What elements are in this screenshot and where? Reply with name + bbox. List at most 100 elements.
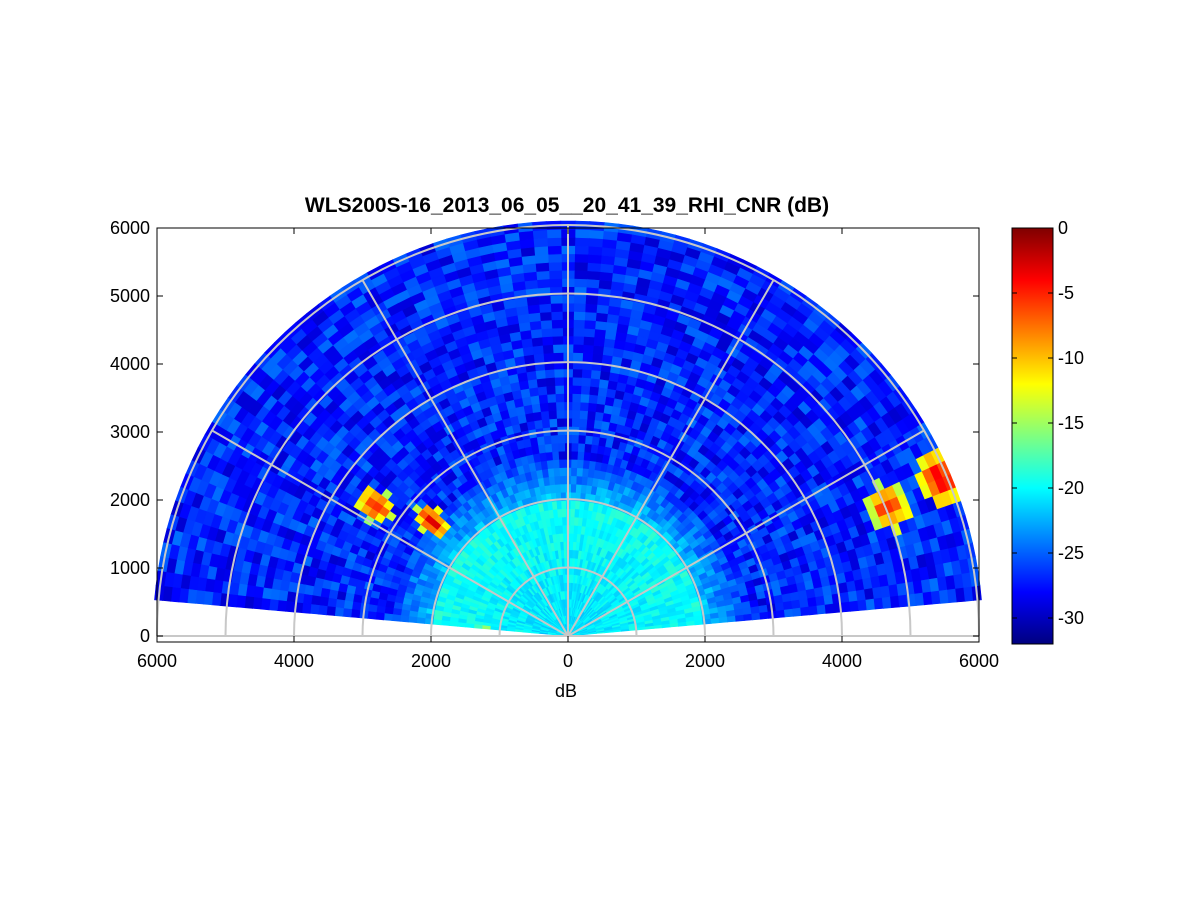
chart-title: WLS200S-16_2013_06_05__20_41_39_RHI_CNR … bbox=[305, 194, 829, 217]
cnr-cell bbox=[539, 311, 552, 322]
cnr-cell bbox=[537, 294, 551, 305]
cnr-cell bbox=[547, 401, 557, 412]
cnr-cell bbox=[541, 336, 554, 346]
cnr-cell bbox=[554, 393, 565, 403]
cnr-cell bbox=[432, 619, 442, 626]
y-tick-label: 2000 bbox=[110, 490, 150, 510]
cnr-cell bbox=[808, 605, 819, 616]
colorbar-tick-label: 0 bbox=[1058, 218, 1068, 238]
cnr-cell bbox=[807, 596, 818, 607]
cnr-cell bbox=[534, 253, 549, 264]
cnr-cell bbox=[541, 418, 551, 429]
cnr-cell bbox=[326, 597, 337, 608]
cnr-cell bbox=[569, 549, 573, 559]
cnr-cell bbox=[536, 377, 547, 388]
cnr-cell bbox=[553, 368, 564, 378]
cnr-cell bbox=[582, 336, 595, 346]
y-tick-label: 3000 bbox=[110, 422, 150, 442]
cnr-cell bbox=[579, 401, 589, 412]
cnr-cell bbox=[570, 450, 579, 460]
cnr-cell bbox=[586, 262, 601, 272]
cnr-cell bbox=[574, 253, 589, 263]
cnr-cell bbox=[857, 599, 868, 611]
x-tick-label: 6000 bbox=[137, 651, 177, 671]
cnr-cell bbox=[539, 402, 549, 412]
cnr-cell bbox=[581, 368, 592, 379]
cnr-cell bbox=[552, 467, 560, 477]
cnr-cell bbox=[573, 508, 580, 518]
cnr-cell bbox=[587, 253, 602, 264]
cnr-cell bbox=[301, 603, 312, 614]
cnr-cell bbox=[583, 451, 591, 461]
cnr-cell bbox=[268, 599, 279, 611]
cnr-cell bbox=[582, 459, 590, 470]
cnr-cell bbox=[573, 319, 585, 329]
cnr-cell bbox=[535, 262, 550, 272]
cnr-cell bbox=[548, 418, 558, 428]
cnr-cell bbox=[593, 336, 605, 347]
cnr-cell bbox=[592, 344, 604, 355]
cnr-cell bbox=[584, 303, 598, 313]
cnr-cell bbox=[547, 409, 557, 420]
cnr-cell bbox=[573, 311, 586, 321]
cnr-cell bbox=[591, 435, 600, 446]
x-tick-label: 2000 bbox=[685, 651, 725, 671]
cnr-cell bbox=[588, 394, 598, 404]
cnr-cell bbox=[575, 475, 583, 485]
cnr-cell bbox=[574, 261, 588, 272]
cnr-cell bbox=[596, 295, 610, 306]
cnr-cell bbox=[588, 237, 604, 248]
cnr-cell bbox=[335, 599, 346, 609]
cnr-cell bbox=[572, 343, 584, 354]
cnr-cell bbox=[310, 595, 321, 606]
cnr-cell bbox=[573, 278, 588, 288]
plot-area bbox=[154, 220, 982, 643]
cnr-cell bbox=[553, 475, 561, 485]
cnr-cell bbox=[545, 385, 556, 395]
cnr-cell bbox=[383, 613, 393, 621]
cnr-cell bbox=[585, 278, 600, 289]
cnr-cell bbox=[481, 625, 491, 630]
cnr-cell bbox=[586, 270, 601, 281]
cnr-cell bbox=[792, 607, 802, 617]
cnr-cell bbox=[551, 319, 563, 329]
x-tick-label: 6000 bbox=[959, 651, 999, 671]
cnr-cell bbox=[570, 475, 577, 485]
cnr-cell bbox=[551, 450, 560, 461]
cnr-cell bbox=[530, 328, 543, 339]
cnr-cell bbox=[590, 443, 599, 454]
cnr-cell bbox=[790, 599, 801, 609]
cnr-cell bbox=[596, 394, 607, 405]
cnr-cell bbox=[815, 595, 826, 606]
y-tick-label: 6000 bbox=[110, 218, 150, 238]
cnr-cell bbox=[555, 409, 565, 419]
x-tick-label: 4000 bbox=[274, 651, 314, 671]
cnr-cell bbox=[532, 229, 548, 240]
cnr-cell bbox=[581, 467, 589, 478]
cnr-cell bbox=[589, 377, 600, 388]
cnr-cell bbox=[577, 434, 586, 444]
cnr-cell bbox=[548, 278, 563, 288]
x-tick-labels: 6000 4000 2000 0 2000 4000 6000 bbox=[137, 651, 999, 671]
cnr-cell bbox=[524, 279, 538, 290]
cnr-cell bbox=[547, 245, 562, 255]
cnr-cell bbox=[260, 598, 271, 611]
cnr-cell bbox=[550, 434, 559, 444]
cnr-cell bbox=[574, 237, 590, 247]
cnr-cell bbox=[584, 311, 597, 322]
cnr-cell bbox=[569, 500, 576, 510]
cnr-cell bbox=[375, 612, 385, 621]
cnr-cell bbox=[391, 614, 402, 622]
cnr-cell bbox=[532, 344, 544, 355]
cnr-cell bbox=[583, 319, 596, 330]
cnr-cell bbox=[598, 271, 613, 282]
cnr-cell bbox=[535, 369, 546, 380]
cnr-cell bbox=[593, 328, 606, 339]
cnr-cell bbox=[318, 596, 329, 607]
cnr-cell bbox=[783, 608, 794, 618]
cnr-cell bbox=[551, 335, 564, 345]
cnr-cell bbox=[532, 237, 548, 248]
colorbar-tick-label: -5 bbox=[1058, 283, 1074, 303]
cnr-cell bbox=[542, 352, 554, 363]
cnr-cell bbox=[571, 409, 581, 419]
